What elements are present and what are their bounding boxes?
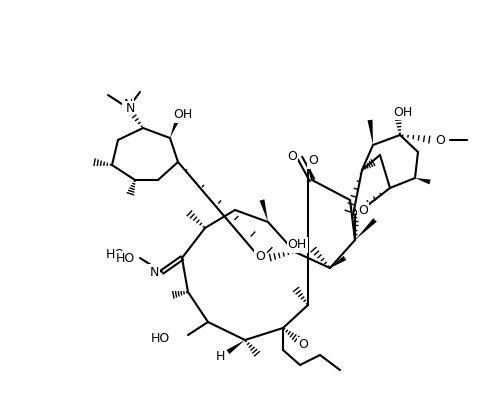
Text: N: N — [150, 265, 158, 278]
Polygon shape — [330, 256, 346, 268]
Text: H: H — [216, 351, 224, 364]
Polygon shape — [260, 199, 268, 222]
Text: O: O — [298, 339, 308, 352]
Polygon shape — [368, 120, 373, 145]
Text: HO: HO — [106, 248, 125, 262]
Text: N: N — [126, 102, 134, 114]
Polygon shape — [355, 218, 377, 240]
Text: OH: OH — [394, 106, 412, 119]
Text: O: O — [287, 149, 297, 163]
Polygon shape — [170, 117, 180, 138]
Text: O: O — [435, 134, 445, 146]
Text: HO: HO — [151, 332, 170, 344]
Polygon shape — [415, 178, 430, 184]
Text: O: O — [308, 154, 318, 168]
Text: OH: OH — [288, 238, 307, 252]
Text: N: N — [124, 99, 132, 111]
Text: O: O — [358, 203, 368, 216]
Polygon shape — [226, 340, 245, 354]
Text: O: O — [255, 250, 265, 262]
Text: HO: HO — [116, 252, 135, 265]
Text: OH: OH — [174, 109, 193, 121]
